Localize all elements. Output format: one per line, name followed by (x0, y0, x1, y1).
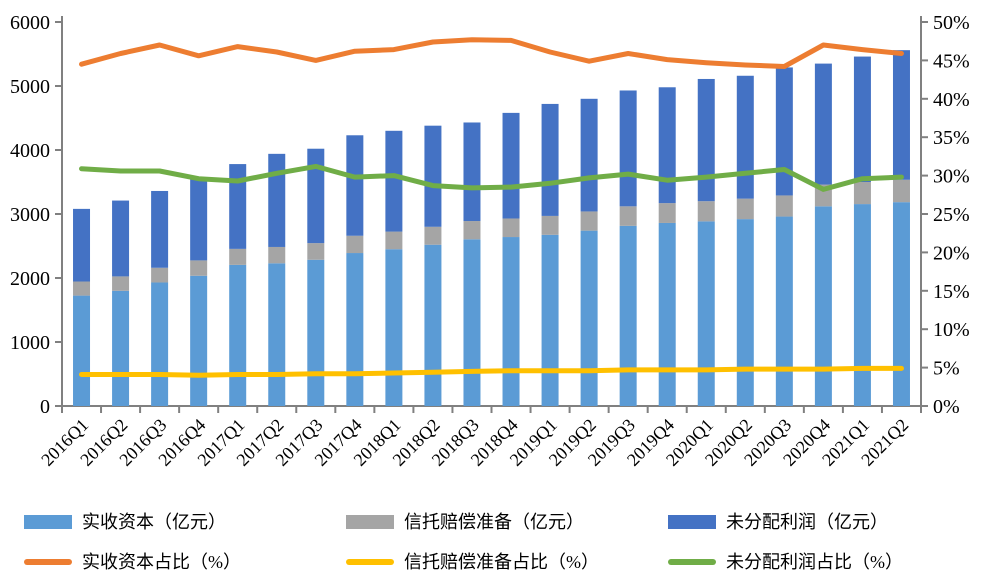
right-axis-tick-label: 0% (933, 396, 960, 418)
percentage-line (79, 365, 904, 378)
bar-segment (580, 230, 598, 406)
bar-segment (658, 203, 676, 223)
bar-segment (385, 130, 403, 232)
percentage-line (79, 163, 904, 192)
bar-segment (541, 215, 559, 235)
right-axis-tick-label: 35% (933, 127, 970, 149)
bar-segment (541, 234, 559, 406)
bar-segment (463, 122, 481, 222)
bar-segment (736, 219, 754, 406)
bar-segment (892, 50, 910, 180)
bar-segment (619, 90, 637, 207)
right-axis-tick-label: 40% (933, 89, 970, 111)
bar-segment (853, 56, 871, 183)
bar-segment (112, 276, 130, 291)
bar-segment (385, 249, 403, 406)
bar-segment (463, 239, 481, 406)
left-axis-tick-label: 0 (40, 396, 50, 418)
bar-segment (307, 259, 325, 406)
percentage-line (79, 37, 904, 69)
bar-segment (502, 218, 520, 238)
bar-segment (229, 164, 247, 249)
bar-segment (736, 198, 754, 220)
bar-segment (346, 135, 364, 236)
right-axis-tick-label: 25% (933, 204, 970, 226)
right-axis-tick-label: 5% (933, 358, 960, 380)
bar-segment (424, 125, 442, 227)
bar-segment (229, 248, 247, 265)
bar-segment (229, 264, 247, 406)
left-axis-tick-label: 4000 (10, 140, 50, 162)
bar-segment (775, 216, 793, 406)
bar-segment (307, 243, 325, 260)
bar-segment (697, 221, 715, 406)
bar-segment (268, 153, 286, 247)
bar-segment (151, 267, 169, 283)
bar-segment (73, 208, 91, 282)
right-axis-tick-label: 45% (933, 50, 970, 72)
bar-segment (268, 263, 286, 406)
bar-segment (892, 202, 910, 406)
right-axis-tick-label: 30% (933, 166, 970, 188)
bar-segment (658, 222, 676, 406)
left-axis-tick-label: 2000 (10, 268, 50, 290)
bar-segment (112, 290, 130, 406)
bar-segment (580, 211, 598, 231)
left-axis-tick-label: 6000 (10, 12, 50, 34)
bar-segment (346, 253, 364, 406)
bar-segment (541, 103, 559, 216)
bar-segment (658, 87, 676, 204)
bar-segment (697, 78, 715, 202)
bar-segment (112, 200, 130, 277)
left-axis-tick-label: 3000 (10, 204, 50, 226)
bar-segment (463, 221, 481, 240)
bar-segment (619, 225, 637, 406)
bar-segment (775, 195, 793, 217)
bar-segment (619, 206, 637, 226)
bar-segment (307, 148, 325, 244)
bar-segment (814, 63, 832, 185)
bar-segment (73, 295, 91, 406)
left-axis-tick-label: 5000 (10, 76, 50, 98)
bar-segment (814, 206, 832, 406)
bar-segment (190, 260, 208, 276)
bar-segment (424, 244, 442, 406)
bar-segment (853, 204, 871, 406)
bar-segment (892, 179, 910, 203)
bar-segment (73, 281, 91, 296)
bar-segment (580, 98, 598, 212)
bar-segment (502, 112, 520, 219)
bar-segment (151, 282, 169, 406)
right-axis-tick-label: 10% (933, 319, 970, 341)
bar-segment (268, 246, 286, 264)
bar-segment (736, 75, 754, 199)
right-axis-tick-label: 20% (933, 242, 970, 264)
right-axis-tick-label: 15% (933, 281, 970, 303)
left-axis-tick-label: 1000 (10, 332, 50, 354)
bar-segment (190, 178, 208, 261)
bar-segment (151, 190, 169, 268)
bar-segment (385, 231, 403, 250)
bar-segment (424, 226, 442, 245)
bar-segment (502, 237, 520, 406)
bar-segment (697, 201, 715, 222)
bar-segment (775, 67, 793, 196)
bar-segment (190, 275, 208, 406)
right-axis-tick-label: 50% (933, 12, 970, 34)
bar-segment (853, 182, 871, 205)
bar-segment (346, 235, 364, 254)
